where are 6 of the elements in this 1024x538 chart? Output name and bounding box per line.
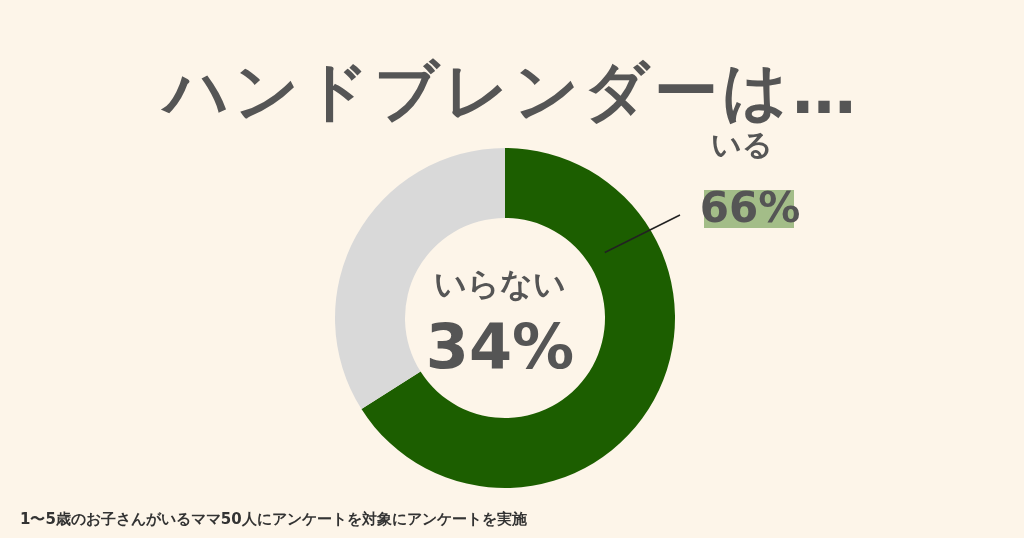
slice-label: いる [711, 127, 773, 162]
donut-slice [361, 148, 675, 488]
data-label: 34% [425, 310, 575, 383]
text: 1〜5歳のお子さんがいるママ50人にアンケートを対象にアンケートを実施 [20, 510, 527, 529]
chart-title: ハンドブレンダーは… [160, 53, 861, 130]
slice-label: いらない [434, 265, 566, 303]
